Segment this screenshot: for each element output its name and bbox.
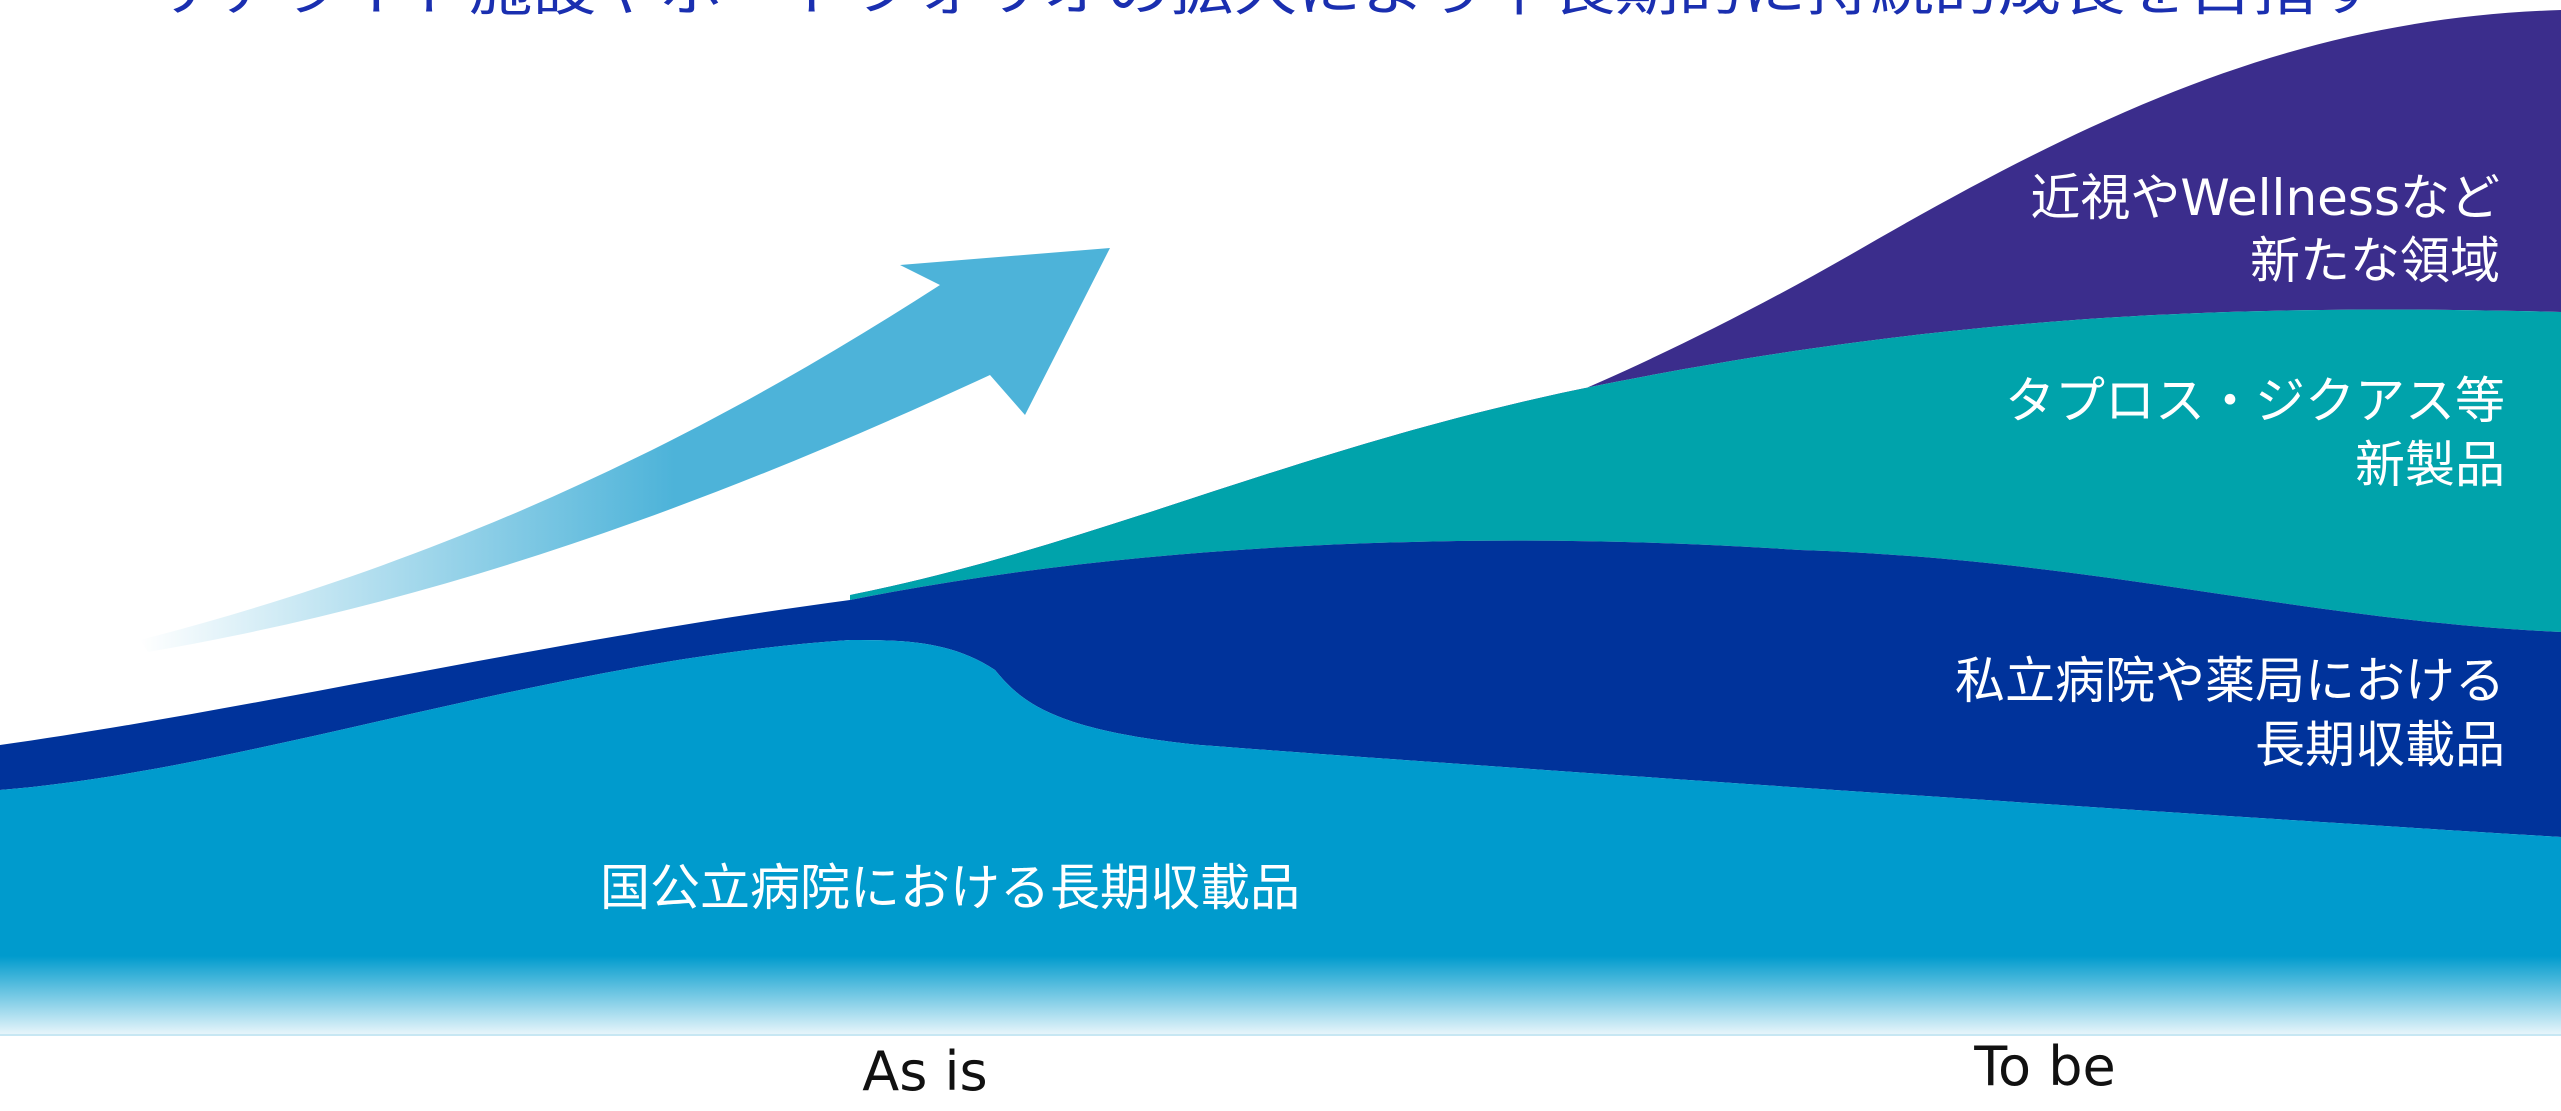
chart-title: サテライト施設やポートフォリオの拡大により中長期的に持続的成長を目指す bbox=[150, 0, 2380, 23]
label-base: 国公立病院における長期収載品 bbox=[600, 859, 1300, 917]
x-tick-label-as-is: As is bbox=[862, 1040, 987, 1103]
x-tick-label-to-be: To be bbox=[1973, 1035, 2116, 1098]
area-new-domains bbox=[850, 10, 2561, 595]
growth-arrow bbox=[140, 248, 1110, 652]
label-new-products-line2: 新製品 bbox=[2355, 436, 2505, 494]
area-base bbox=[0, 640, 2561, 1035]
label-new-domains-line2: 新たな領域 bbox=[2250, 232, 2500, 290]
label-new-products-line1: タプロス・ジクアス等 bbox=[2005, 372, 2505, 430]
area-new-products bbox=[850, 309, 2561, 632]
label-private-line2: 長期収載品 bbox=[2255, 716, 2505, 774]
label-private-line1: 私立病院や薬局における bbox=[1955, 652, 2505, 710]
label-new-domains-line1: 近視やWellnessなど bbox=[2030, 169, 2500, 227]
area-private bbox=[0, 540, 2561, 837]
